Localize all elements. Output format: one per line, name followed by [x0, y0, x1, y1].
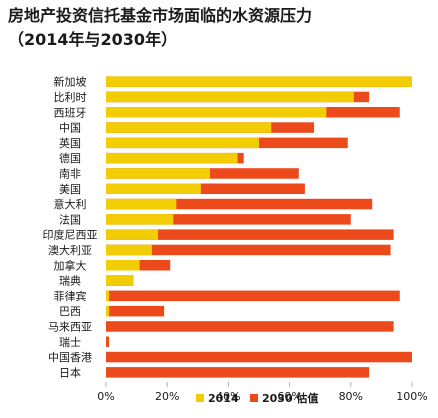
bar-2014 [106, 198, 177, 210]
bar-2030 [106, 198, 373, 210]
x-axis: 0% 20% 40% 60% 80% 100% [97, 382, 428, 403]
x-tick-label: 0% [97, 390, 114, 403]
category-label: 新加坡 [54, 75, 87, 89]
bar-2014 [106, 183, 201, 194]
x-tick-label: 100% [396, 390, 427, 403]
category-label: 中国 [59, 122, 81, 135]
legend-label: 2014 [208, 392, 239, 405]
bar-2014 [106, 214, 174, 225]
bar-2014 [106, 168, 211, 179]
bar-2014 [106, 122, 272, 133]
chart-title: 房地产投资信托基金市场面临的水资源压力 （2014年与2030年） [8, 4, 432, 52]
category-label: 日本 [59, 365, 81, 379]
bar-2030 [106, 290, 400, 302]
category-label: 马来西亚 [48, 320, 92, 333]
bar-2014 [106, 244, 152, 256]
bars-group [106, 76, 412, 378]
x-tick-label: 80% [339, 390, 363, 403]
category-label: 澳大利亚 [48, 243, 92, 257]
category-label: 菲律宾 [54, 289, 87, 303]
chart-title-line1: 房地产投资信托基金市场面临的水资源压力 [8, 6, 313, 25]
bar-2014 [106, 275, 134, 286]
chart-title-line2: （2014年与2030年） [8, 30, 178, 49]
bar-2014 [106, 305, 110, 317]
category-label: 中国香港 [48, 351, 92, 364]
category-label: 巴西 [59, 305, 81, 318]
bar-2014 [106, 260, 140, 271]
legend-swatch [196, 394, 204, 402]
category-label: 印度尼西亚 [43, 228, 98, 242]
category-labels: 新加坡比利时西班牙中国英国德国南非美国意大利法国印度尼西亚澳大利亚加拿大瑞典菲律… [43, 75, 98, 380]
category-label: 意大利 [54, 197, 87, 211]
bar-2014 [106, 229, 159, 240]
bar-2014 [106, 137, 259, 149]
category-label: 瑞士 [59, 335, 81, 349]
bar-2030 [106, 351, 412, 363]
bar-2030 [106, 183, 305, 194]
category-label: 德国 [59, 151, 81, 165]
bar-2030 [106, 214, 351, 225]
bar-2030 [106, 305, 165, 317]
category-label: 瑞典 [59, 274, 81, 288]
bar-2030 [106, 321, 394, 332]
bar-2014 [106, 76, 412, 87]
bar-2014 [106, 152, 238, 164]
bar-2030 [106, 367, 370, 378]
category-label: 比利时 [54, 91, 87, 104]
category-label: 加拿大 [54, 258, 87, 272]
category-label: 西班牙 [54, 106, 87, 119]
x-tick-label: 40% [216, 390, 240, 403]
category-label: 英国 [59, 136, 81, 150]
legend: 2014 2030 估值 [196, 391, 318, 405]
bar-2030 [106, 229, 394, 240]
bar-2014 [106, 290, 110, 302]
bar-2014 [106, 107, 327, 118]
bar-2030 [106, 336, 110, 347]
bar-2014 [106, 91, 354, 103]
category-label: 南非 [59, 167, 81, 180]
category-label: 法国 [59, 212, 81, 226]
bar-2030 [106, 244, 391, 256]
legend-label: 2030 估值 [262, 391, 318, 405]
category-label: 美国 [59, 183, 81, 196]
legend-swatch [250, 394, 258, 402]
x-tick-label: 20% [155, 390, 179, 403]
x-tick-label: 60% [277, 390, 301, 403]
